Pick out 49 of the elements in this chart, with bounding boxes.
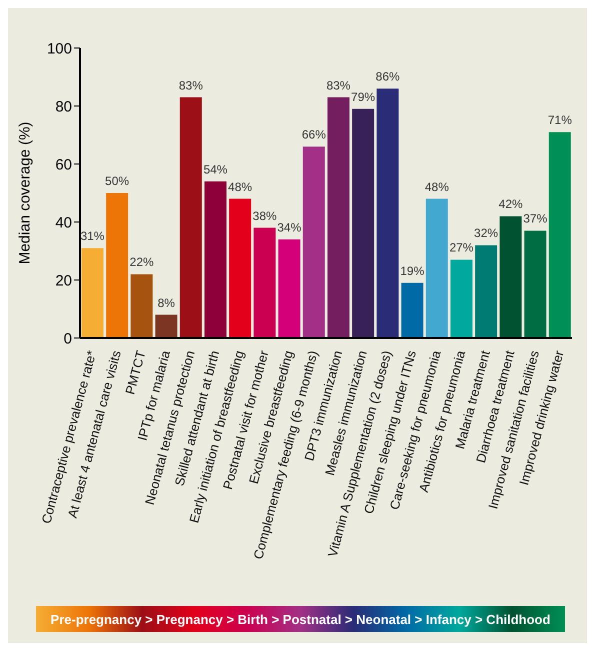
- bar: [130, 274, 153, 338]
- data-label: 83%: [178, 78, 204, 92]
- y-tick-label: 0: [64, 330, 72, 348]
- y-tick-label: 100: [46, 40, 72, 58]
- bar: [426, 198, 448, 338]
- bar: [254, 228, 276, 338]
- bar: [352, 108, 374, 338]
- bar: [401, 282, 424, 338]
- data-label: 31%: [80, 229, 105, 244]
- bar: [204, 181, 226, 338]
- data-label: 42%: [498, 197, 524, 212]
- y-tick-label: 20: [55, 272, 72, 290]
- data-label: 8%: [158, 296, 176, 310]
- data-label: 71%: [548, 113, 572, 128]
- bar: [376, 88, 399, 338]
- data-label: 86%: [376, 70, 400, 84]
- text: Pre-pregnancy > Pregnancy > Birth > Postnatal > Neonatal > Infancy > Childhood: [50, 612, 550, 626]
- bar: [327, 97, 350, 338]
- bar: [475, 245, 498, 338]
- y-tick-label: 40: [55, 214, 72, 232]
- y-tick-label: 60: [55, 156, 72, 174]
- data-label: 48%: [228, 180, 252, 194]
- bar: [278, 239, 300, 338]
- x-tick-label: PMTCT: [122, 348, 148, 396]
- data-label: 79%: [351, 90, 376, 104]
- bar: [106, 193, 128, 338]
- bar: [180, 97, 202, 338]
- data-label: 32%: [474, 226, 498, 240]
- data-label: 66%: [302, 128, 326, 142]
- data-label: 48%: [424, 180, 450, 194]
- y-tick-label: 80: [55, 98, 72, 116]
- bar: [548, 132, 571, 338]
- bar: [229, 198, 252, 338]
- data-label: 38%: [252, 208, 278, 223]
- data-label: 54%: [203, 162, 228, 176]
- data-label: 37%: [523, 212, 548, 226]
- data-label: 83%: [326, 78, 351, 92]
- data-label: 19%: [400, 264, 425, 278]
- bar: [155, 314, 178, 338]
- data-label: 27%: [449, 240, 474, 255]
- bar: [81, 248, 104, 338]
- bar: [450, 260, 472, 338]
- bar: [302, 146, 325, 338]
- y-axis-title: Median coverage (%): [16, 122, 34, 264]
- data-label: 22%: [130, 255, 154, 270]
- data-label: 34%: [277, 220, 302, 234]
- bar: [524, 230, 546, 338]
- bar: [500, 216, 522, 338]
- data-label: 50%: [105, 174, 130, 188]
